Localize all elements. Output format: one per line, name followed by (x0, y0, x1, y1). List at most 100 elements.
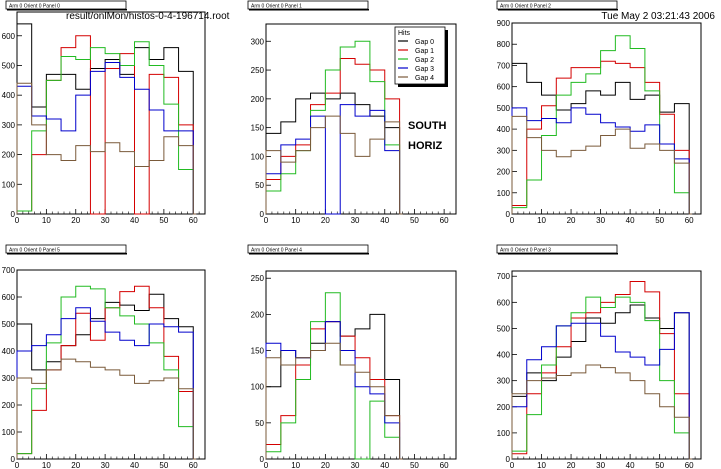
x-tick-label: 40 (130, 461, 139, 469)
legend-entry: Gap 0 (415, 39, 434, 46)
series-line-gap-0 (16, 293, 197, 460)
x-tick-label: 0 (264, 461, 269, 469)
y-tick-label: 200 (251, 95, 265, 104)
y-tick-label: 300 (497, 146, 511, 155)
y-tick-label: 0 (11, 210, 16, 219)
series-line-gap-0 (16, 23, 197, 215)
series-line-gap-3 (511, 312, 693, 460)
y-tick-label: 250 (251, 274, 265, 283)
x-tick-label: 60 (685, 461, 694, 469)
series-line-gap-4 (265, 115, 403, 215)
x-tick-label: 20 (71, 461, 80, 469)
legend-box (394, 26, 446, 85)
series-line-gap-0 (511, 304, 693, 460)
y-tick-label: 0 (260, 210, 265, 219)
x-tick-label: 10 (537, 216, 546, 225)
panel-title: Arm 0 Orient 0 Panel 1 (251, 4, 302, 10)
y-tick-label: 250 (251, 66, 265, 75)
x-tick-label: 40 (380, 461, 389, 469)
series-line-gap-0 (511, 62, 693, 215)
x-tick-label: 20 (321, 461, 330, 469)
y-tick-label: 300 (2, 374, 16, 383)
y-tick-label: 100 (251, 383, 265, 392)
y-tick-label: 50 (255, 419, 264, 428)
series-line-gap-4 (16, 82, 197, 215)
series-line-gap-1 (16, 285, 197, 460)
x-tick-label: 60 (440, 216, 449, 225)
panel-title: Arm 0 Orient 0 Panel 4 (251, 248, 302, 254)
x-tick-label: 60 (440, 461, 449, 469)
y-tick-label: 500 (2, 320, 16, 329)
x-tick-label: 30 (101, 216, 110, 225)
annotation-horiz: HORIZ (408, 140, 443, 152)
legend-entry: Gap 3 (415, 66, 434, 73)
y-tick-label: 100 (251, 152, 265, 161)
x-tick-label: 20 (567, 461, 576, 469)
panel-title-shadow (498, 253, 618, 255)
x-tick-label: 20 (71, 216, 80, 225)
x-tick-label: 0 (264, 216, 269, 225)
y-tick-label: 100 (2, 180, 16, 189)
y-tick-label: 50 (255, 181, 264, 190)
y-tick-label: 100 (2, 428, 16, 437)
series-line-gap-3 (265, 104, 403, 215)
y-tick-label: 100 (497, 189, 511, 198)
x-tick-label: 10 (537, 461, 546, 469)
series-line-gap-3 (16, 307, 197, 460)
panel-title: Arm 0 Orient 0 Panel 0 (9, 4, 60, 10)
x-tick-label: 30 (351, 461, 360, 469)
y-tick-label: 400 (497, 125, 511, 134)
panel-title-shadow (249, 9, 369, 11)
file-path-header: result/onlMon/histos-0-4-196714.root (66, 11, 230, 22)
legend-entry: Gap 2 (415, 57, 434, 64)
x-tick-label: 0 (510, 461, 515, 469)
series-line-gap-4 (511, 364, 693, 460)
x-tick-label: 60 (685, 216, 694, 225)
legend-title: Hits (398, 30, 411, 37)
x-tick-label: 30 (596, 216, 605, 225)
x-tick-label: 50 (159, 216, 168, 225)
y-tick-label: 500 (497, 104, 511, 113)
series-line-gap-0 (265, 92, 403, 215)
plot-frame (511, 270, 702, 460)
panel-title: Arm 0 Orient 0 Panel 3 (500, 248, 551, 254)
y-tick-label: 900 (497, 19, 511, 28)
x-tick-label: 40 (130, 216, 139, 225)
annotation-south: SOUTH (408, 120, 447, 132)
x-tick-label: 60 (189, 216, 198, 225)
y-tick-label: 200 (497, 403, 511, 412)
timestamp-header: Tue May 2 03:21:43 2006 (601, 11, 715, 22)
y-tick-label: 300 (497, 377, 511, 386)
plot-frame (16, 11, 206, 215)
x-tick-label: 30 (101, 461, 110, 469)
y-tick-label: 200 (2, 401, 16, 410)
y-tick-label: 0 (506, 210, 511, 219)
legend-entry: Gap 4 (415, 75, 434, 82)
x-tick-label: 10 (42, 216, 51, 225)
legend-entry: Gap 1 (415, 48, 434, 55)
y-tick-label: 700 (497, 61, 511, 70)
series-line-gap-3 (16, 62, 197, 215)
y-tick-label: 600 (497, 298, 511, 307)
x-tick-label: 0 (510, 216, 515, 225)
y-tick-label: 500 (2, 61, 16, 70)
x-tick-label: 50 (159, 461, 168, 469)
y-tick-label: 400 (2, 347, 16, 356)
y-tick-label: 150 (251, 347, 265, 356)
y-tick-label: 200 (251, 310, 265, 319)
y-tick-label: 150 (251, 124, 265, 133)
series-line-gap-2 (16, 41, 197, 215)
y-tick-label: 600 (497, 83, 511, 92)
x-tick-label: 60 (189, 461, 198, 469)
x-tick-label: 50 (410, 461, 419, 469)
panel-title-shadow (498, 9, 618, 11)
series-line-gap-1 (511, 280, 693, 460)
x-tick-label: 10 (291, 461, 300, 469)
series-line-gap-3 (265, 321, 403, 460)
x-tick-label: 20 (567, 216, 576, 225)
series-line-gap-4 (511, 115, 693, 215)
x-tick-label: 0 (15, 216, 20, 225)
x-tick-label: 20 (321, 216, 330, 225)
x-tick-label: 50 (655, 461, 664, 469)
series-line-gap-2 (265, 292, 403, 460)
